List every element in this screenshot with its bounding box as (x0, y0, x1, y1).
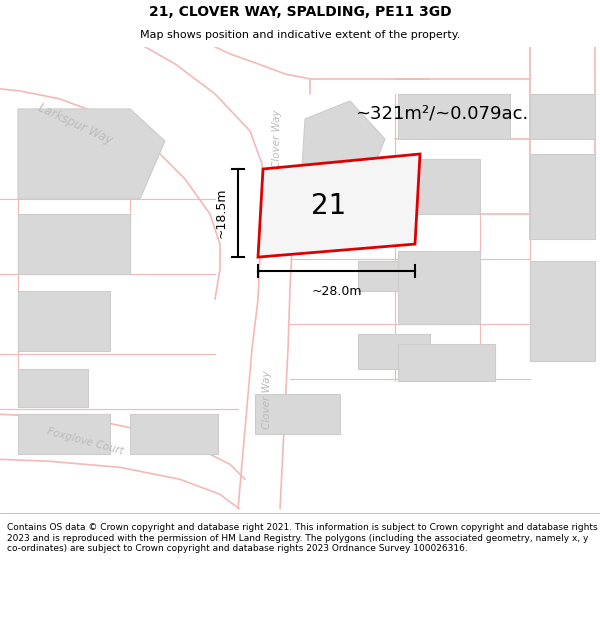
Text: Larkspur Way: Larkspur Way (36, 101, 114, 147)
Polygon shape (398, 94, 510, 139)
Polygon shape (18, 109, 165, 199)
Polygon shape (358, 334, 430, 369)
Polygon shape (530, 154, 595, 239)
Text: Contains OS data © Crown copyright and database right 2021. This information is : Contains OS data © Crown copyright and d… (7, 523, 598, 553)
Polygon shape (358, 261, 470, 324)
Polygon shape (258, 154, 420, 257)
Polygon shape (255, 394, 340, 434)
Text: Foxglove Court: Foxglove Court (46, 426, 124, 456)
Polygon shape (530, 261, 595, 361)
Polygon shape (18, 291, 110, 351)
Polygon shape (18, 214, 130, 274)
Text: Clover Way: Clover Way (262, 370, 272, 429)
Polygon shape (530, 94, 595, 139)
Text: 21: 21 (311, 192, 347, 220)
Polygon shape (300, 101, 385, 214)
Polygon shape (18, 369, 88, 408)
Text: ~18.5m: ~18.5m (215, 188, 228, 238)
Polygon shape (130, 414, 218, 454)
Polygon shape (398, 159, 480, 214)
Polygon shape (18, 414, 110, 454)
Polygon shape (398, 251, 480, 324)
Text: ~321m²/~0.079ac.: ~321m²/~0.079ac. (355, 105, 528, 123)
Text: Map shows position and indicative extent of the property.: Map shows position and indicative extent… (140, 30, 460, 40)
Polygon shape (398, 344, 495, 381)
Text: Clover Way: Clover Way (272, 109, 282, 168)
Text: 21, CLOVER WAY, SPALDING, PE11 3GD: 21, CLOVER WAY, SPALDING, PE11 3GD (149, 5, 451, 19)
Text: ~28.0m: ~28.0m (311, 285, 362, 298)
